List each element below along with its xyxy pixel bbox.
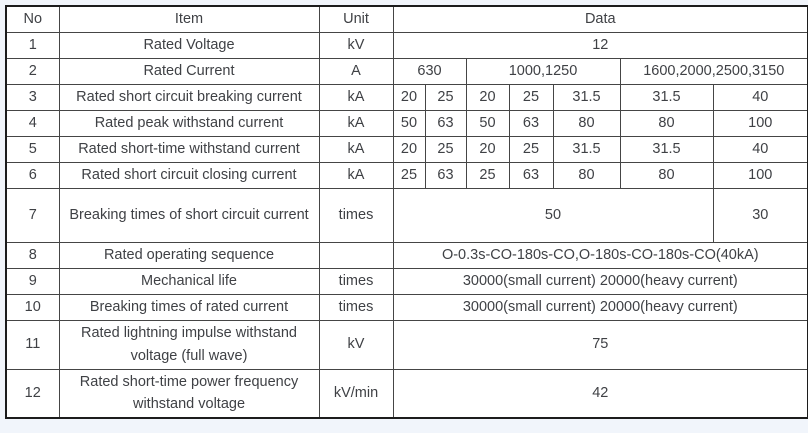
header-row: No Item Unit Data	[5, 5, 808, 33]
row-unit: kA	[318, 161, 394, 189]
row-unit: times	[318, 267, 394, 295]
row-unit	[318, 241, 394, 269]
table-row-9: 9 Mechanical life times 30000(small curr…	[5, 267, 808, 295]
table-row-4: 4 Rated peak withstand current kA 50 63 …	[5, 109, 808, 137]
row-item: Rated short circuit closing current	[58, 161, 320, 189]
row-unit: kA	[318, 135, 394, 163]
data-cell: 63	[424, 161, 467, 189]
data-cell: 50	[392, 187, 714, 243]
row-no: 6	[5, 161, 60, 189]
col-header-item: Item	[58, 5, 320, 33]
table-row-10: 10 Breaking times of rated current times…	[5, 293, 808, 321]
row-item: Rated Current	[58, 57, 320, 85]
data-cell: 25	[424, 135, 467, 163]
table-row-7: 7 Breaking times of short circuit curren…	[5, 187, 808, 243]
row-no: 4	[5, 109, 60, 137]
data-cell: 75	[392, 319, 808, 370]
data-cell: 100	[712, 109, 808, 137]
data-cell: 30	[712, 187, 808, 243]
row-item: Rated operating sequence	[58, 241, 320, 269]
col-header-no: No	[5, 5, 60, 33]
row-unit: kV	[318, 31, 394, 59]
data-cell: 25	[392, 161, 426, 189]
row-no: 2	[5, 57, 60, 85]
data-cell: 31.5	[552, 83, 621, 111]
table-row-2: 2 Rated Current A 630 1000,1250 1600,200…	[5, 57, 808, 85]
row-item: Breaking times of short circuit current	[58, 187, 320, 243]
row-item: Rated lightning impulse withstand voltag…	[58, 319, 320, 370]
row-no: 1	[5, 31, 60, 59]
data-cell: 20	[392, 135, 426, 163]
data-cell: 1000,1250	[465, 57, 621, 85]
table-row-8: 8 Rated operating sequence O-0.3s-CO-180…	[5, 241, 808, 269]
col-header-unit: Unit	[318, 5, 394, 33]
data-cell: 63	[508, 109, 554, 137]
data-cell: 25	[465, 161, 510, 189]
data-cell: 31.5	[619, 135, 714, 163]
row-no: 5	[5, 135, 60, 163]
row-unit: kA	[318, 83, 394, 111]
data-cell: 80	[552, 161, 621, 189]
row-item: Rated short-time power frequency withsta…	[58, 368, 320, 419]
data-cell: 1600,2000,2500,3150	[619, 57, 808, 85]
data-cell: 20	[465, 83, 510, 111]
data-cell: 20	[392, 83, 426, 111]
data-cell: 42	[392, 368, 808, 419]
row-unit: kV/min	[318, 368, 394, 419]
data-cell: 80	[619, 161, 714, 189]
spec-table: No Item Unit Data 1 Rated Voltage kV 12 …	[5, 5, 808, 419]
table-row-6: 6 Rated short circuit closing current kA…	[5, 161, 808, 189]
data-cell: 100	[712, 161, 808, 189]
row-item: Rated short circuit breaking current	[58, 83, 320, 111]
data-cell: O-0.3s-CO-180s-CO,O-180s-CO-180s-CO(40kA…	[392, 241, 808, 269]
row-item: Rated short-time withstand current	[58, 135, 320, 163]
row-unit: times	[318, 187, 394, 243]
row-item: Rated Voltage	[58, 31, 320, 59]
row-no: 9	[5, 267, 60, 295]
data-cell: 80	[619, 109, 714, 137]
row-no: 11	[5, 319, 60, 370]
data-cell: 63	[424, 109, 467, 137]
row-unit: kV	[318, 319, 394, 370]
data-cell: 30000(small current) 20000(heavy current…	[392, 267, 808, 295]
data-cell: 12	[392, 31, 808, 59]
table-row-11: 11 Rated lightning impulse withstand vol…	[5, 319, 808, 370]
row-no: 7	[5, 187, 60, 243]
table-row-5: 5 Rated short-time withstand current kA …	[5, 135, 808, 163]
data-cell: 31.5	[619, 83, 714, 111]
data-cell: 50	[392, 109, 426, 137]
data-cell: 40	[712, 83, 808, 111]
data-cell: 25	[508, 135, 554, 163]
data-cell: 63	[508, 161, 554, 189]
data-cell: 50	[465, 109, 510, 137]
data-cell: 40	[712, 135, 808, 163]
table-row-1: 1 Rated Voltage kV 12	[5, 31, 808, 59]
row-no: 12	[5, 368, 60, 419]
data-cell: 630	[392, 57, 467, 85]
row-no: 3	[5, 83, 60, 111]
row-item: Mechanical life	[58, 267, 320, 295]
data-cell: 20	[465, 135, 510, 163]
row-no: 10	[5, 293, 60, 321]
data-cell: 30000(small current) 20000(heavy current…	[392, 293, 808, 321]
data-cell: 31.5	[552, 135, 621, 163]
data-cell: 25	[424, 83, 467, 111]
row-item: Rated peak withstand current	[58, 109, 320, 137]
spec-table-container: No Item Unit Data 1 Rated Voltage kV 12 …	[5, 5, 808, 419]
table-row-12: 12 Rated short-time power frequency with…	[5, 368, 808, 419]
table-row-3: 3 Rated short circuit breaking current k…	[5, 83, 808, 111]
row-unit: times	[318, 293, 394, 321]
data-cell: 25	[508, 83, 554, 111]
row-unit: A	[318, 57, 394, 85]
row-no: 8	[5, 241, 60, 269]
row-unit: kA	[318, 109, 394, 137]
data-cell: 80	[552, 109, 621, 137]
row-item: Breaking times of rated current	[58, 293, 320, 321]
col-header-data: Data	[392, 5, 808, 33]
